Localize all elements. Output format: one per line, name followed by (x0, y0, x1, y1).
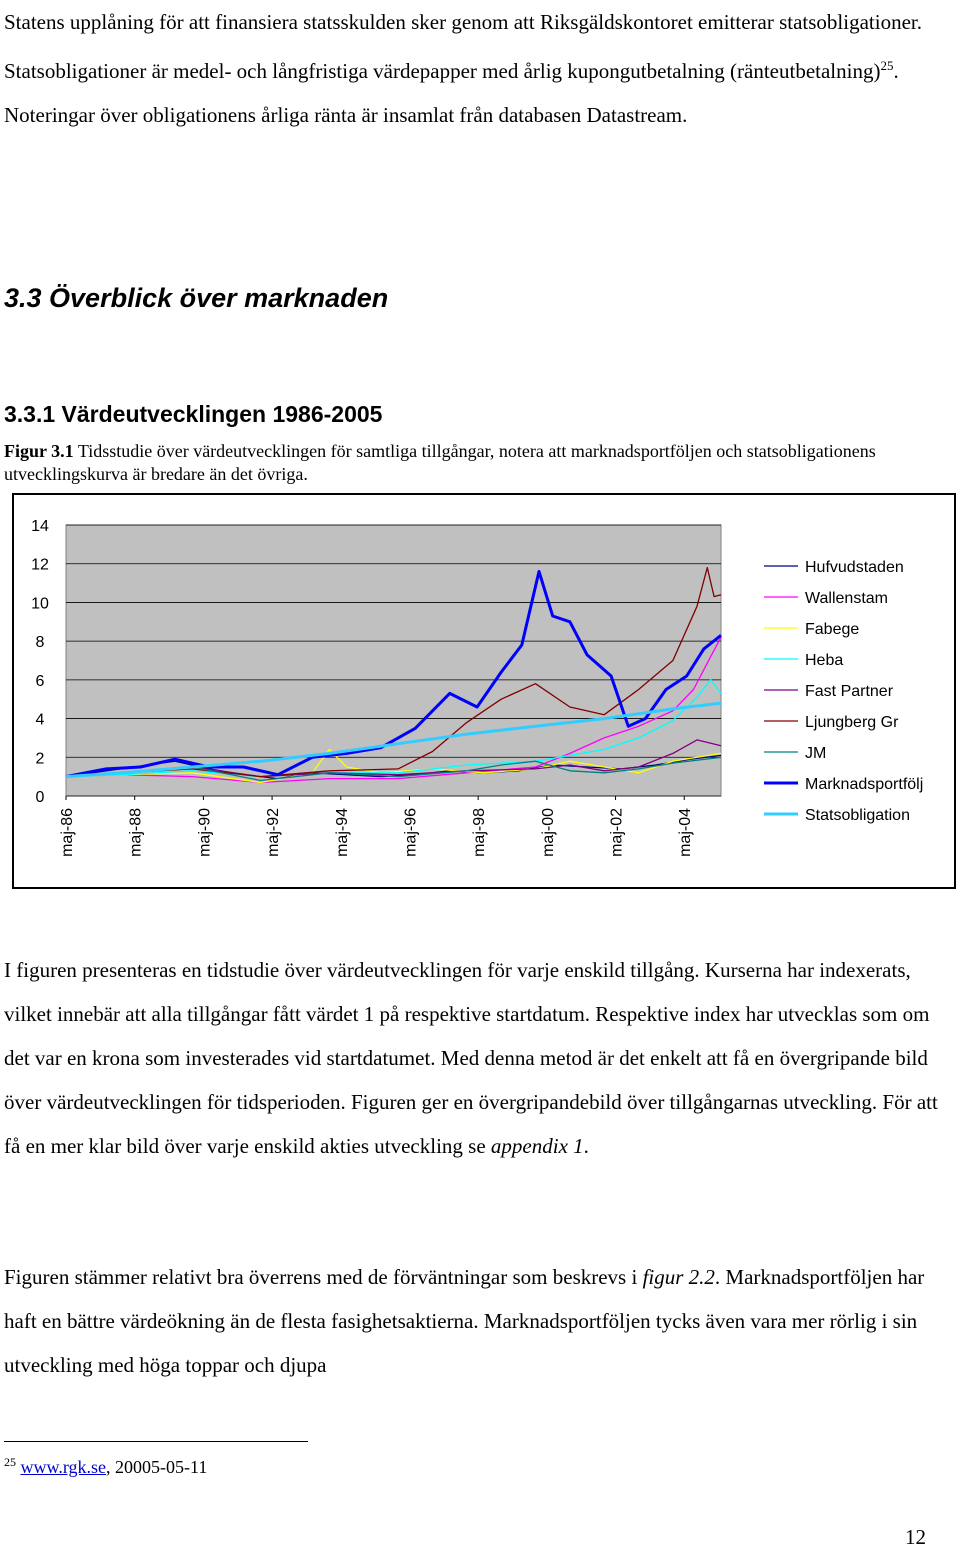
legend-label: JM (805, 745, 826, 762)
body-paragraph-2-text: Figuren stämmer relativt bra överrens me… (4, 1265, 643, 1289)
legend-label: Hufvudstaden (805, 559, 904, 576)
subsection-heading: 3.3.1 Värdeutvecklingen 1986-2005 (4, 401, 383, 427)
page-number: 12 (905, 1525, 926, 1549)
legend-label: Fabege (805, 621, 859, 638)
y-tick-label: 12 (31, 557, 49, 574)
figure-label: Figur 3.1 (4, 441, 74, 461)
x-tick-label: maj-02 (609, 808, 626, 857)
x-tick-label: maj-92 (265, 808, 282, 857)
body-paragraph-2-end: . Marknadsportföljen har haft en bättre … (4, 1265, 925, 1377)
x-tick-label: maj-86 (59, 808, 76, 857)
plot-area (65, 524, 722, 797)
series-line-fabege (65, 748, 722, 784)
body-paragraph-1-text: I figuren presenteras en tidstudie över … (4, 958, 938, 1158)
y-tick-label: 2 (36, 750, 45, 767)
series-line-statsobligation (65, 701, 722, 779)
x-tick-label: maj-04 (677, 808, 694, 857)
y-tick-label: 4 (36, 712, 45, 729)
intro-text-end: . Noteringar över obligationens årliga r… (4, 59, 899, 127)
figure-caption: Figur 3.1 Tidsstudie över värdeutvecklin… (4, 440, 954, 486)
x-tick-label: maj-88 (128, 808, 145, 857)
y-tick-label: 6 (36, 673, 45, 690)
figure-reference: figur 2.2 (642, 1265, 715, 1289)
body-paragraph-1: I figuren presenteras en tidstudie över … (4, 948, 956, 1168)
intro-text: Statens upplåning för att finansiera sta… (4, 10, 922, 83)
figure-caption-text: Tidsstudie över värdeutvecklingen för sa… (4, 441, 876, 484)
legend-label: Marknadsportfölj (805, 776, 923, 793)
series-line-jm (65, 756, 722, 782)
section-heading: 3.3 Överblick över marknaden (4, 283, 389, 313)
series-line-ljungberg-gr (65, 566, 722, 778)
legend-label: Fast Partner (805, 683, 894, 700)
legend-label: Ljungberg Gr (805, 714, 899, 731)
value-development-chart: 0 2 4 6 8 10 12 14 maj-86 maj-88 maj-90 maj-92 maj-9… (31, 518, 923, 857)
footnote: 25 www.rgk.se, 20005-05-11 (4, 1450, 207, 1479)
series-line-wallenstam (65, 636, 722, 784)
footnote-divider (4, 1441, 308, 1442)
y-tick-label: 10 (31, 595, 49, 612)
footnote-link[interactable]: www.rgk.se (20, 1457, 107, 1477)
legend-label: Statsobligation (805, 807, 910, 824)
footnote-ref[interactable]: 25 (880, 58, 894, 73)
chart-frame (12, 493, 956, 889)
y-tick-label: 8 (36, 634, 45, 651)
footnote-number: 25 (4, 1455, 16, 1469)
intro-paragraph: Statens upplåning för att finansiera sta… (4, 0, 960, 137)
x-tick-label: maj-90 (196, 808, 213, 857)
x-tick-label: maj-98 (471, 808, 488, 857)
y-tick-label: 0 (36, 789, 45, 806)
body-paragraph-2: Figuren stämmer relativt bra överrens me… (4, 1255, 956, 1387)
x-tick-label: maj-00 (540, 808, 557, 857)
body-paragraph-1-end: . (583, 1134, 589, 1158)
x-tick-label: maj-96 (402, 808, 419, 857)
legend-label: Heba (805, 652, 843, 669)
legend-label: Wallenstam (805, 590, 888, 607)
series-line-marknadsportfölj (65, 570, 722, 779)
footnote-date: , 20005-05-11 (106, 1457, 208, 1477)
appendix-reference: appendix 1 (490, 1134, 584, 1158)
y-tick-label: 14 (31, 518, 49, 535)
x-tick-label: maj-94 (334, 808, 351, 857)
